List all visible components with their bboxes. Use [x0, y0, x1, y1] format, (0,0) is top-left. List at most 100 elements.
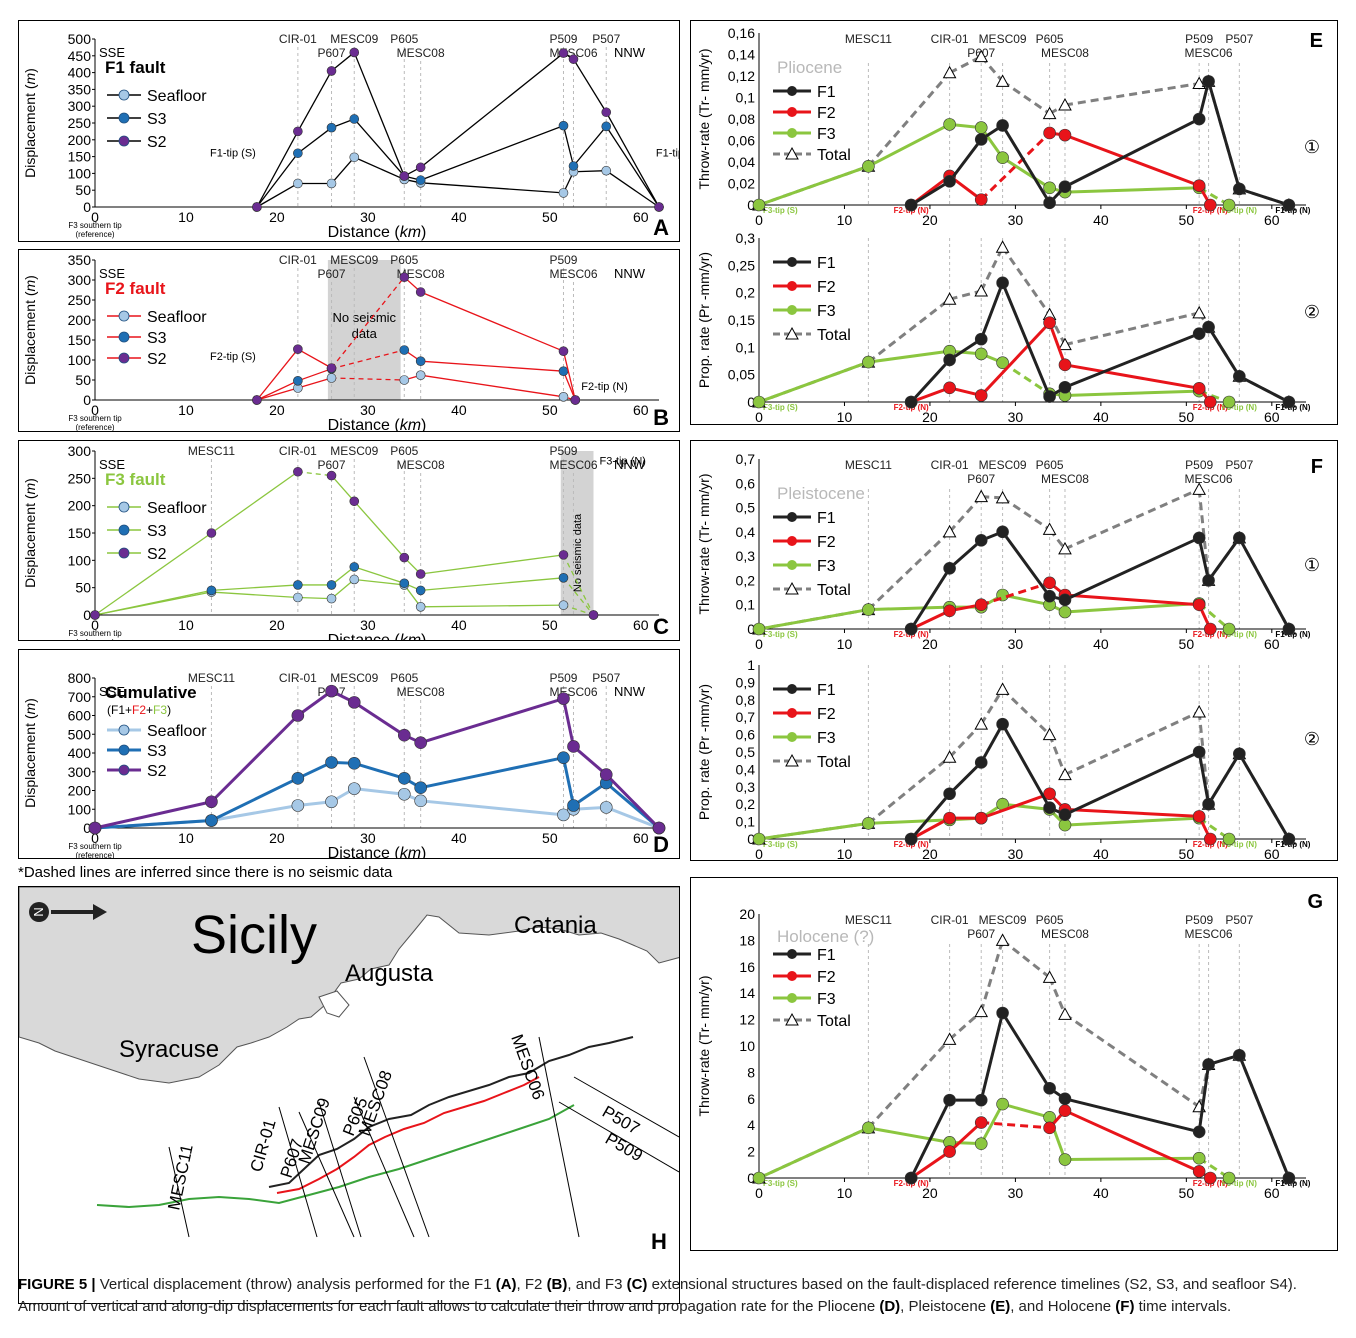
data-point-total [1042, 106, 1057, 120]
series-segment-s2 [572, 745, 608, 776]
x-tick-label: 10 [178, 830, 194, 846]
data-point-f3 [752, 622, 766, 636]
profile-line-mesc08 [363, 1056, 430, 1238]
panel-letter: F [1311, 456, 1323, 478]
series-segment-f1 [1064, 117, 1200, 189]
x-tick-label: 10 [837, 636, 853, 652]
data-point-total [942, 524, 957, 538]
map-profile-label-mesc06: MESC06 [507, 1032, 548, 1102]
legend-marker [787, 281, 797, 291]
data-point-f1 [943, 561, 956, 575]
data-point-s3 [326, 580, 337, 590]
y-tick-label: 0,1 [736, 339, 756, 355]
fault-tip-label: F3-tip (N) [1222, 630, 1257, 639]
caption-text-6: , and Holocene [1010, 1298, 1116, 1315]
series-segment-total [1001, 496, 1051, 531]
series-segment-s3 [297, 127, 332, 154]
series-segment-seafloor [331, 156, 355, 184]
series-segment-s2 [94, 800, 212, 830]
series-segment-f3 [867, 123, 951, 168]
x-tick-label: 30 [1008, 409, 1024, 425]
series-segment-f1 [1001, 530, 1051, 598]
series-segment-seafloor [331, 578, 355, 600]
legend-marker [787, 560, 797, 570]
y-tick-label: 0,5 [736, 500, 756, 516]
caption-text-7: time intervals. [1134, 1298, 1232, 1315]
data-point-s2 [588, 610, 599, 620]
data-point-f1 [943, 787, 956, 801]
series-segment-total [1048, 734, 1067, 776]
data-point-f2 [974, 389, 988, 402]
panel-c: No seismic data MESC11 CIR-01 P607 MESC09 P60… [18, 440, 680, 641]
y-tick-label: 50 [75, 182, 91, 198]
series-segment-f3 [1001, 156, 1051, 190]
x-tick-label: 40 [1093, 1185, 1109, 1201]
y-tick-label: 0,16 [728, 25, 755, 41]
series-segment-seafloor [297, 377, 332, 389]
series-segment-f3 [868, 605, 950, 612]
data-point-total [1042, 727, 1057, 741]
x-tick-label: 0 [91, 830, 99, 846]
data-point-f1 [1058, 1092, 1072, 1106]
x-tick-label: 0 [755, 409, 763, 425]
data-point-f1 [1282, 832, 1296, 846]
circled-index: ② [1304, 302, 1320, 323]
y-tick-label: 12 [739, 1012, 755, 1028]
y-tick-label: 16 [739, 959, 755, 975]
legend-marker [118, 547, 130, 559]
legend-marker [787, 107, 797, 117]
profile-label: MESC08 [397, 46, 445, 60]
x-tick-label: 30 [360, 830, 376, 846]
profile-label: P509 [549, 671, 577, 685]
data-point-f2 [1058, 1104, 1072, 1117]
series-segment-f2 [1064, 807, 1200, 818]
series-segment-f1 [909, 792, 951, 840]
y-tick-label: 0,6 [736, 475, 756, 491]
panel-letter: C [653, 614, 669, 639]
data-point-f1 [1202, 75, 1215, 88]
series-segment-f1 [948, 761, 983, 795]
nnw-label: NNW [614, 684, 646, 699]
data-point-s2 [601, 107, 612, 118]
series-segment-f3 [758, 821, 869, 841]
north-arrow-icon: N [29, 902, 107, 922]
data-point-seafloor [347, 782, 361, 795]
y-axis-title: Displacement (m) [22, 698, 38, 808]
series-segment-s3 [354, 566, 405, 584]
series-segment-f1 [1197, 751, 1211, 805]
x-tick-label: 30 [360, 402, 376, 418]
data-point-f1 [1058, 380, 1072, 394]
data-point-f3 [974, 347, 988, 361]
panel-letter: G [1307, 891, 1323, 913]
x-tick-label: 50 [542, 402, 558, 418]
y-tick-label: 150 [68, 332, 92, 348]
data-point-f1 [1202, 574, 1215, 587]
data-point-f3 [862, 603, 875, 616]
series-segment-s2 [331, 475, 355, 502]
map-profile-label-cir01: CIR-01 [247, 1117, 280, 1174]
series-segment-seafloor [420, 182, 564, 194]
profile-label: P507 [1225, 913, 1253, 927]
data-point-seafloor [415, 602, 426, 612]
data-point-seafloor [349, 152, 360, 163]
series-segment-f3 [1002, 802, 1050, 811]
data-point-total [1058, 767, 1072, 781]
y-axis-title: Displacement (m) [22, 275, 38, 385]
no-seismic-data-label: No seismic data [572, 513, 584, 592]
circled-index: ① [1304, 137, 1320, 158]
data-point-f1 [1043, 589, 1056, 603]
data-point-seafloor [557, 808, 570, 822]
series-segment-total [948, 495, 983, 533]
legend-label: Total [817, 327, 851, 344]
svg-text:N: N [31, 907, 46, 916]
profile-label: P607 [318, 458, 346, 472]
series-segment-total [1064, 487, 1200, 551]
y-tick-label: 600 [68, 708, 92, 724]
series-segment-f3 [1064, 602, 1200, 614]
x-tick-label: 10 [178, 617, 194, 633]
y-tick-label: 50 [75, 372, 91, 388]
data-point-total [1192, 76, 1207, 90]
data-point-f3 [974, 121, 988, 134]
y-tick-label: 0 [83, 607, 91, 623]
panel-letter: B [653, 405, 669, 430]
